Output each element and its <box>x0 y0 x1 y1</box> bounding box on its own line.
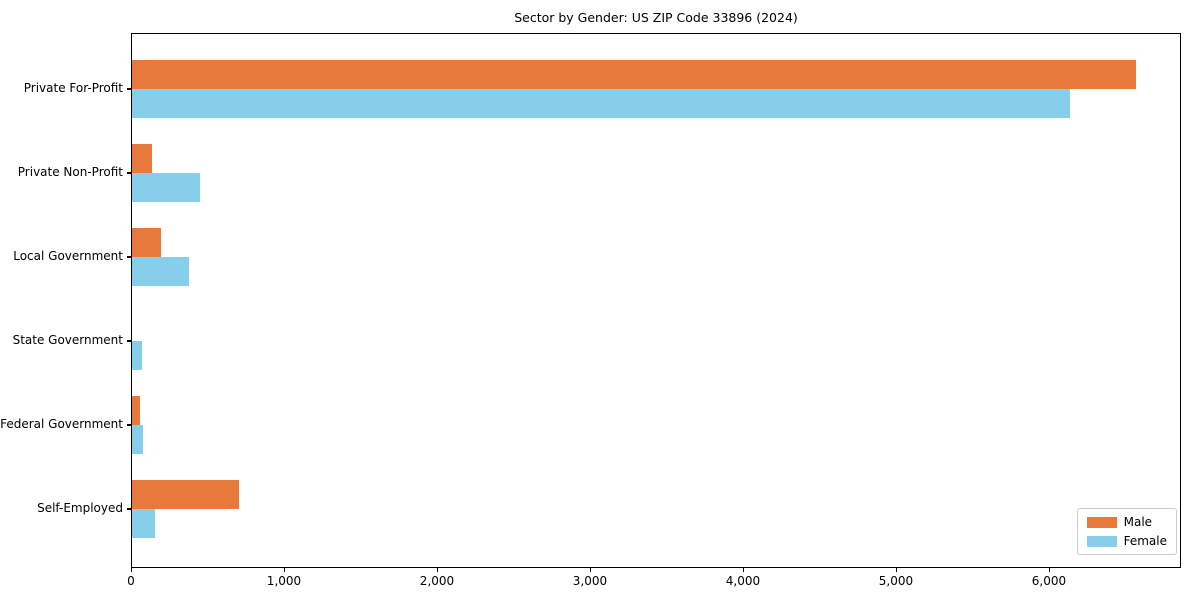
bar-male-1 <box>132 144 152 174</box>
y-tick-label-5: Self-Employed <box>37 501 123 516</box>
y-tick-3 <box>127 340 131 342</box>
y-tick-label-4: Federal Government <box>0 417 123 432</box>
x-tick-3 <box>589 568 592 572</box>
legend-item-female: Female <box>1086 534 1167 548</box>
bar-female-4 <box>132 425 143 455</box>
bar-female-3 <box>132 341 143 371</box>
legend-label-male: Male <box>1123 515 1153 529</box>
bar-male-4 <box>132 396 141 426</box>
y-tick-2 <box>127 256 131 258</box>
bar-female-0 <box>132 89 1070 119</box>
bar-female-1 <box>132 173 201 203</box>
legend: Male Female <box>1076 508 1177 555</box>
x-tick-label-5: 5,000 <box>878 574 914 588</box>
y-tick-label-2: Local Government <box>13 249 123 264</box>
bar-male-5 <box>132 480 240 510</box>
x-tick-label-2: 2,000 <box>419 574 455 588</box>
legend-swatch-male <box>1086 516 1117 528</box>
bar-male-2 <box>132 228 162 258</box>
legend-swatch-female <box>1086 535 1117 547</box>
legend-label-female: Female <box>1123 534 1167 548</box>
x-tick-0 <box>131 568 133 572</box>
x-tick-label-6: 6,000 <box>1031 574 1067 588</box>
bar-female-2 <box>132 257 190 287</box>
x-tick-1 <box>283 568 286 572</box>
legend-item-male: Male <box>1086 515 1167 529</box>
y-tick-label-0: Private For-Profit <box>23 81 123 96</box>
x-tick-6 <box>1048 568 1051 572</box>
bar-male-0 <box>132 60 1136 90</box>
x-tick-4 <box>742 568 745 572</box>
y-tick-label-1: Private Non-Profit <box>17 165 123 180</box>
y-tick-5 <box>127 508 131 510</box>
x-tick-2 <box>436 568 439 572</box>
y-tick-label-3: State Government <box>12 333 123 348</box>
y-tick-0 <box>127 88 131 90</box>
x-tick-label-4: 4,000 <box>725 574 761 588</box>
chart-title: Sector by Gender: US ZIP Code 33896 (202… <box>514 10 798 25</box>
x-tick-label-3: 3,000 <box>572 574 608 588</box>
plot-area <box>131 33 1181 568</box>
bar-female-5 <box>132 509 155 539</box>
x-tick-label-1: 1,000 <box>266 574 302 588</box>
y-tick-4 <box>127 424 131 426</box>
x-tick-5 <box>895 568 898 572</box>
y-tick-1 <box>127 172 131 174</box>
x-tick-label-0: 0 <box>127 574 135 588</box>
